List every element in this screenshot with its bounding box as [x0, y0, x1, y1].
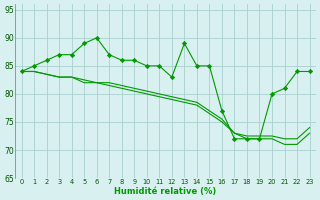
X-axis label: Humidité relative (%): Humidité relative (%)	[115, 187, 217, 196]
